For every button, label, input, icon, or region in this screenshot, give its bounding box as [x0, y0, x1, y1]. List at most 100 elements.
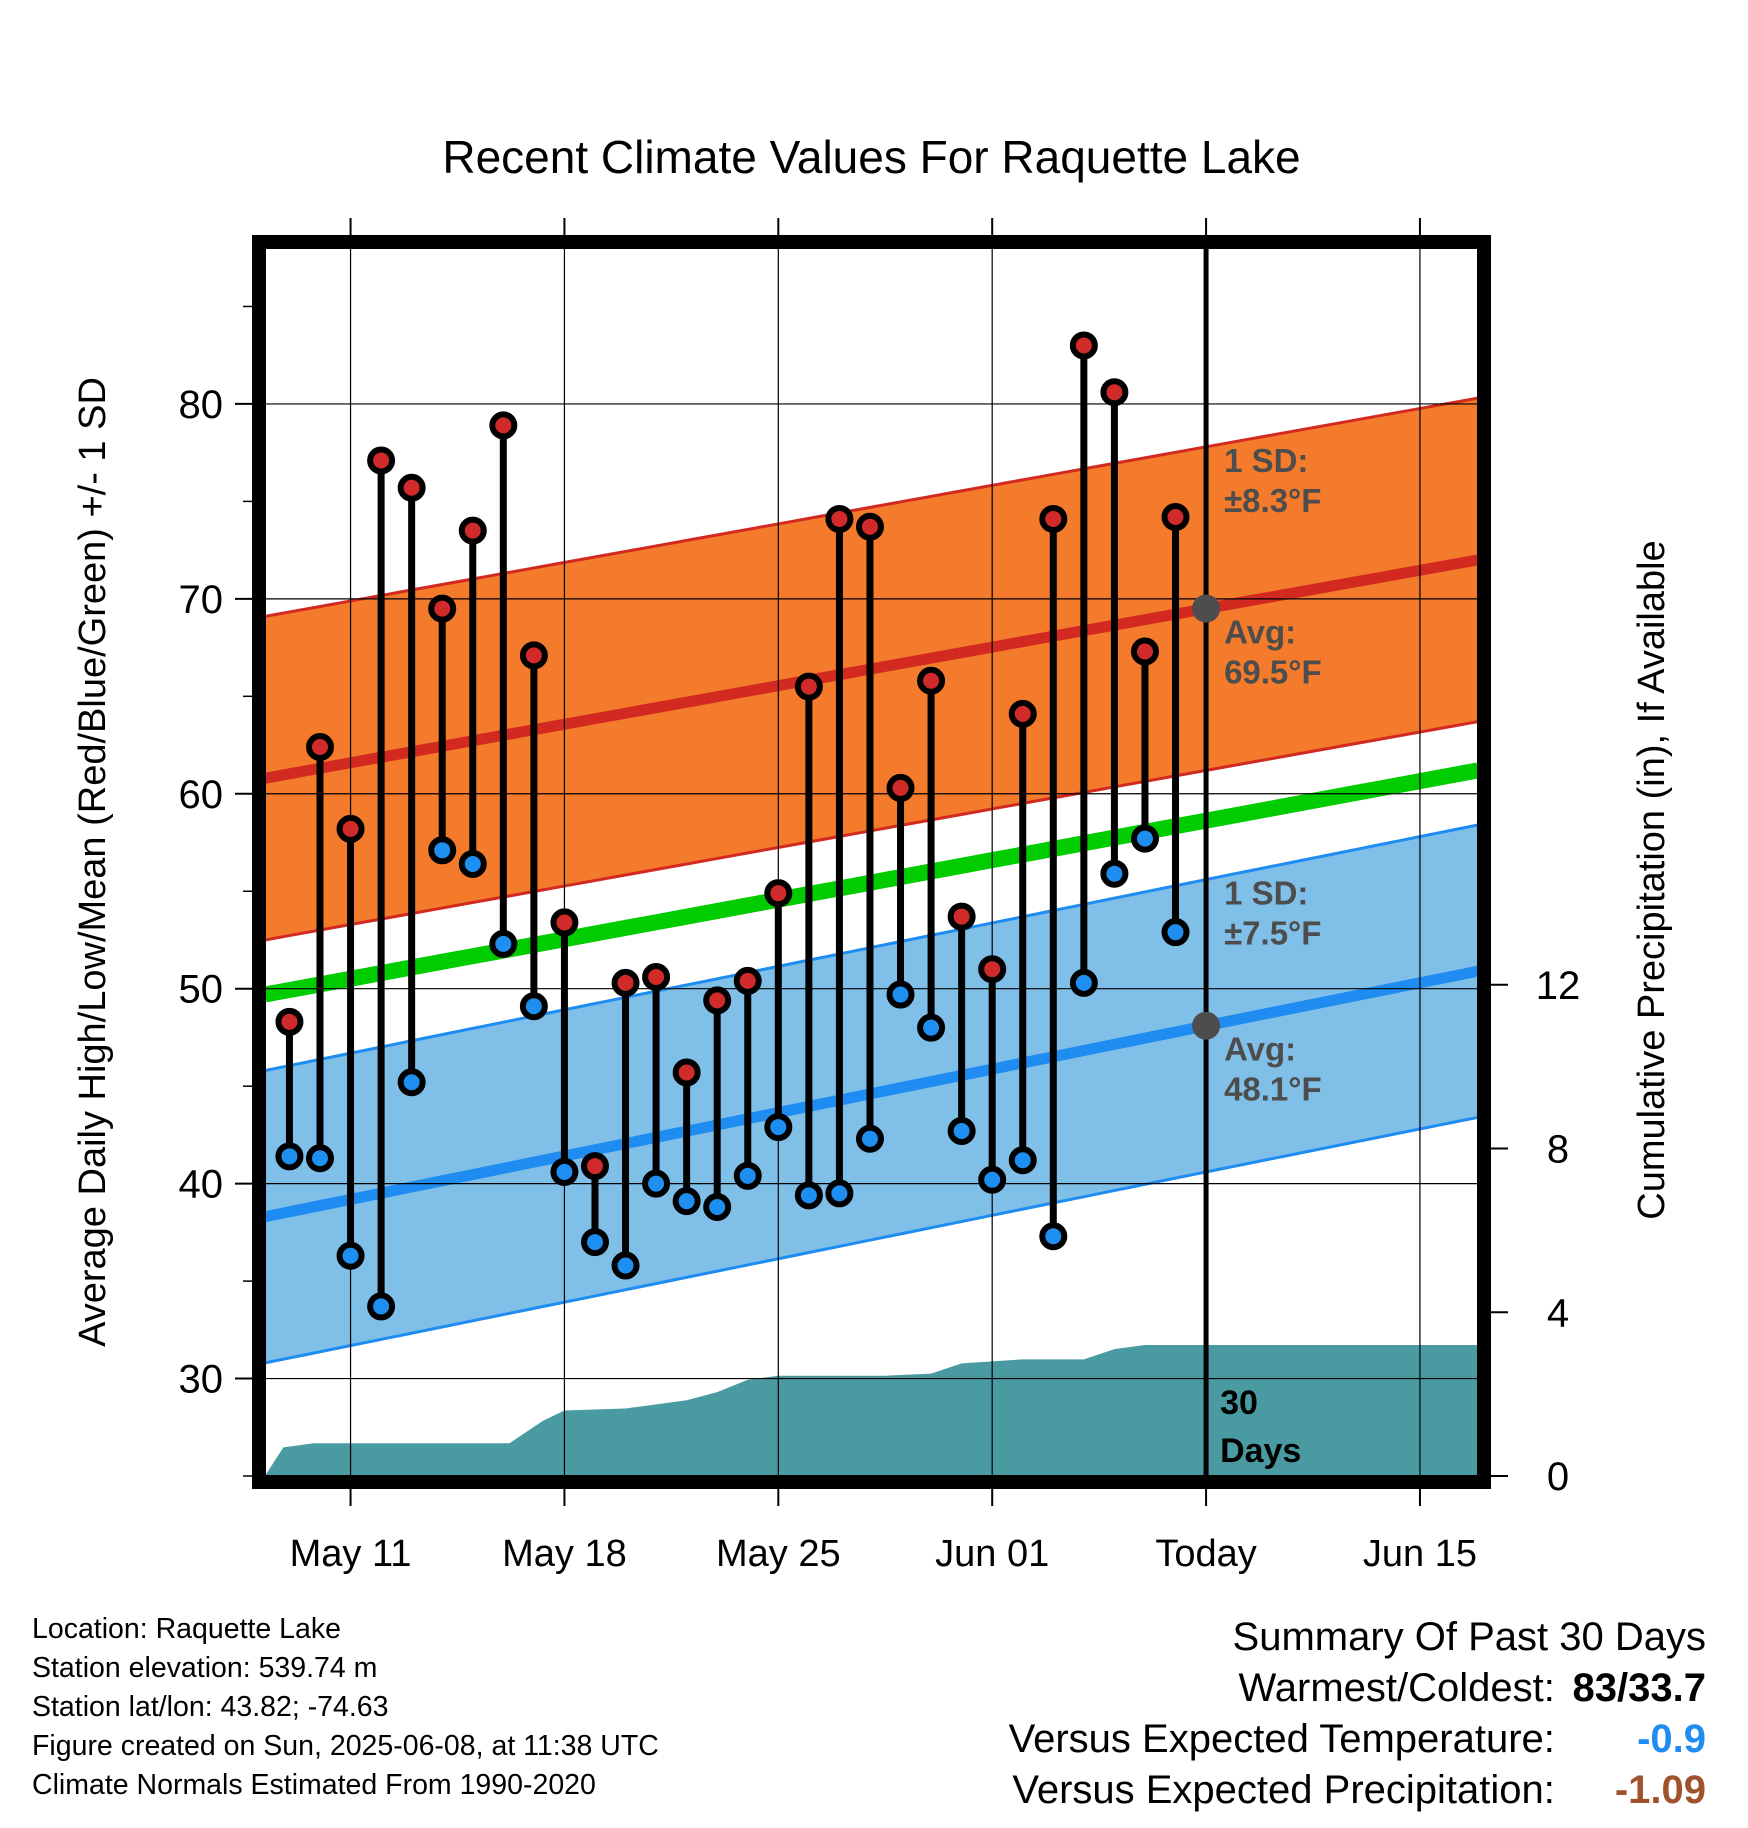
daily-low-point — [978, 1165, 1007, 1194]
daily-low-point — [1100, 859, 1129, 888]
daily-high-point — [519, 641, 548, 670]
sd-low-value: ±7.5°F — [1224, 915, 1321, 952]
daily-high-point — [1161, 502, 1190, 531]
normals-text: Climate Normals Estimated From 1990-2020 — [32, 1769, 596, 1801]
y-tick-label: 30 — [179, 1358, 224, 1402]
temp-departure-value: -0.9 — [1637, 1717, 1706, 1761]
today-avg-high-marker — [1192, 594, 1221, 623]
daily-high-point — [917, 666, 946, 695]
station-info: Location: Raquette Lake Station elevatio… — [32, 1610, 659, 1805]
daily-high-point — [733, 966, 762, 995]
daily-low-point — [458, 849, 487, 878]
y-tick-label: 80 — [179, 383, 224, 427]
daily-high-point — [397, 473, 426, 502]
daily-low-point — [550, 1157, 579, 1186]
plot-area — [265, 248, 1478, 1476]
daily-low-point — [947, 1116, 976, 1145]
daily-high-point — [1100, 378, 1129, 407]
daily-high-point — [367, 446, 396, 475]
daily-low-point — [1161, 918, 1190, 947]
daily-low-point — [794, 1181, 823, 1210]
daily-low-point — [367, 1292, 396, 1321]
daily-low-point — [580, 1228, 609, 1257]
daily-high-point — [1130, 637, 1159, 666]
daily-high-point — [428, 594, 457, 623]
precip-departure-value: -1.09 — [1614, 1768, 1706, 1812]
summary-temp-row: Versus Expected Temperature: -0.9 — [1009, 1714, 1706, 1765]
daily-high-point — [794, 672, 823, 701]
daily-high-point — [1069, 331, 1098, 360]
daily-high-point — [580, 1152, 609, 1181]
daily-low-point — [764, 1113, 793, 1142]
daily-high-point — [305, 732, 334, 761]
summary-precip-row: Versus Expected Precipitation: -1.09 — [1009, 1765, 1706, 1816]
daily-low-point — [397, 1068, 426, 1097]
avg-low-value: 48.1°F — [1224, 1071, 1322, 1108]
daily-low-point — [336, 1241, 365, 1270]
avg-high-label: Avg: — [1224, 614, 1296, 651]
daily-low-point — [1130, 824, 1159, 853]
daily-low-point — [305, 1144, 334, 1173]
location-text: Location: Raquette Lake — [32, 1613, 341, 1645]
precip-departure-label: Versus Expected Precipitation: — [1012, 1768, 1555, 1812]
daily-low-point — [917, 1013, 946, 1042]
daily-high-point — [703, 986, 732, 1015]
daily-high-point — [489, 411, 518, 440]
chart-title: Recent Climate Values For Raquette Lake — [442, 131, 1300, 183]
daily-high-point — [1039, 504, 1068, 533]
daily-low-point — [1069, 968, 1098, 997]
created-text: Figure created on Sun, 2025-06-08, at 11… — [32, 1730, 659, 1762]
daily-high-point — [672, 1058, 701, 1087]
daily-low-point — [703, 1193, 732, 1222]
temp-departure-label: Versus Expected Temperature: — [1008, 1717, 1555, 1761]
sd-high-value: ±8.3°F — [1224, 482, 1321, 519]
daily-high-point — [611, 968, 640, 997]
daily-low-point — [489, 929, 518, 958]
daily-low-point — [611, 1251, 640, 1280]
y2-tick-label: 4 — [1547, 1291, 1569, 1335]
daily-low-point — [642, 1169, 671, 1198]
x-tick-label: May 18 — [502, 1533, 627, 1575]
y2-tick-label: 0 — [1547, 1455, 1569, 1499]
daily-high-point — [947, 902, 976, 931]
daily-high-point — [458, 516, 487, 545]
latlon-text: Station lat/lon: 43.82; -74.63 — [32, 1691, 389, 1723]
daily-low-point — [825, 1179, 854, 1208]
daily-low-point — [1039, 1222, 1068, 1251]
y2-tick-label: 8 — [1547, 1128, 1569, 1172]
y-tick-label: 60 — [179, 773, 224, 817]
avg-high-value: 69.5°F — [1224, 654, 1322, 691]
daily-low-point — [855, 1124, 884, 1153]
x-tick-label: Today — [1155, 1533, 1256, 1575]
elevation-text: Station elevation: 539.74 m — [32, 1652, 378, 1684]
daily-low-point — [275, 1142, 304, 1171]
daily-low-point — [672, 1187, 701, 1216]
high-band-upper-edge — [265, 396, 1478, 618]
daily-high-point — [336, 814, 365, 843]
daily-high-point — [825, 504, 854, 533]
warmest-value: 83/33.7 — [1572, 1666, 1706, 1710]
daily-low-point — [733, 1161, 762, 1190]
daily-high-point — [1008, 699, 1037, 728]
days-count-label: 30 — [1220, 1384, 1258, 1422]
daily-low-point — [519, 992, 548, 1021]
avg-low-label: Avg: — [1224, 1031, 1296, 1068]
x-tick-label: Jun 01 — [935, 1533, 1049, 1575]
warmest-label: Warmest/Coldest: — [1238, 1666, 1555, 1710]
y-axis-label: Average Daily High/Low/Mean (Red/Blue/Gr… — [72, 377, 114, 1347]
days-label: Days — [1220, 1432, 1301, 1470]
daily-low-point — [428, 836, 457, 865]
daily-high-point — [764, 879, 793, 908]
summary-panel: Summary Of Past 30 Days Warmest/Coldest:… — [1009, 1612, 1706, 1816]
sd-low-label: 1 SD: — [1224, 875, 1308, 912]
sd-high-label: 1 SD: — [1224, 442, 1308, 479]
daily-high-point — [855, 512, 884, 541]
summary-title: Summary Of Past 30 Days — [1232, 1615, 1706, 1659]
plot-frame — [252, 235, 1491, 1489]
daily-high-point — [978, 955, 1007, 984]
y-tick-label: 50 — [179, 968, 224, 1012]
daily-low-point — [886, 980, 915, 1009]
y-tick-label: 40 — [179, 1163, 224, 1207]
y-tick-label: 70 — [179, 578, 224, 622]
